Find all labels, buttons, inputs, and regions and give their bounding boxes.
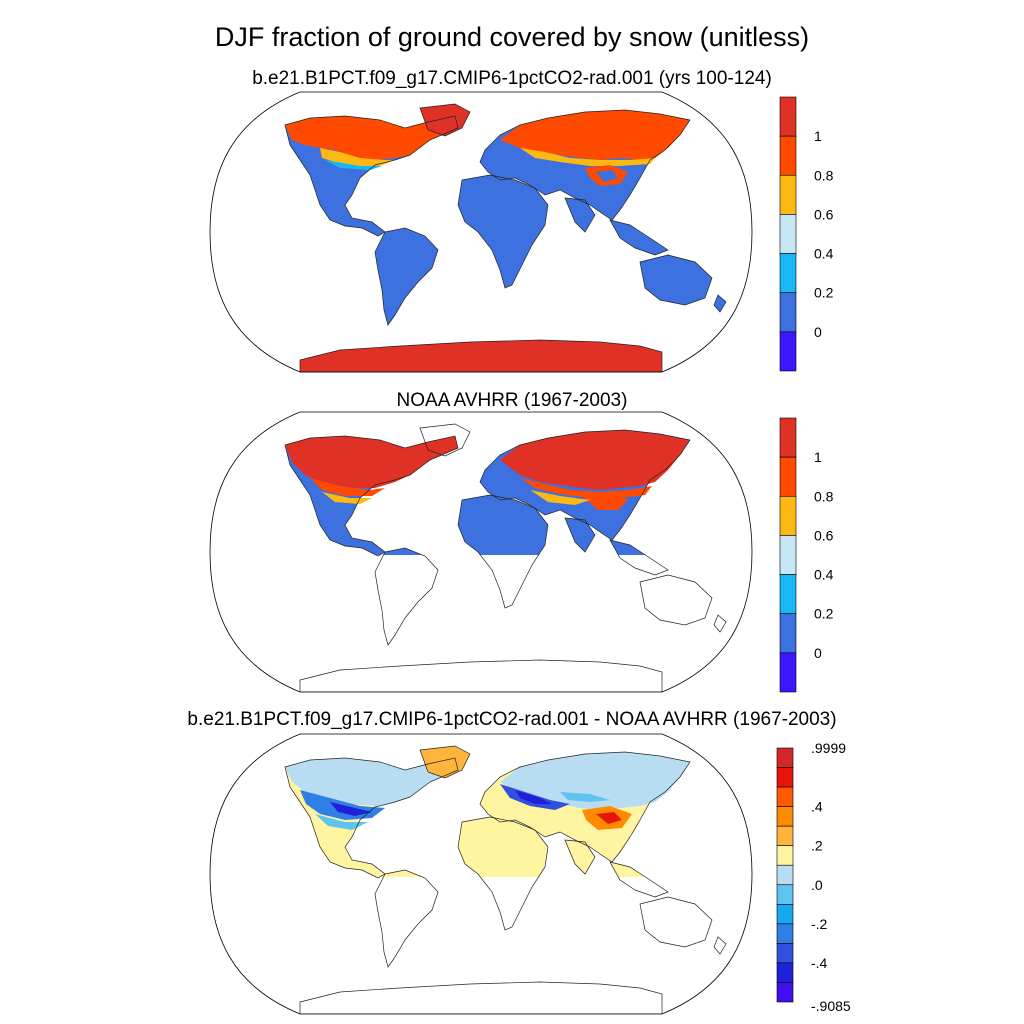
colorbar-label: .4 bbox=[811, 799, 823, 815]
colorbar-swatch bbox=[779, 652, 797, 693]
colorbar-swatch bbox=[779, 135, 797, 176]
colorbar-swatch bbox=[779, 174, 797, 215]
colorbar-swatch bbox=[776, 825, 794, 846]
colorbar-swatch bbox=[776, 786, 794, 807]
colorbar-label: 0.4 bbox=[814, 567, 834, 583]
colorbar-label: .9999 bbox=[811, 740, 846, 756]
tibet-snow bbox=[582, 492, 628, 510]
colorbar-swatch bbox=[779, 253, 797, 294]
eurasia-snow bbox=[500, 110, 690, 160]
colorbar-label: 0 bbox=[814, 645, 822, 661]
map-border-2 bbox=[209, 411, 753, 693]
colorbar-swatch bbox=[779, 331, 797, 372]
colorbar-swatch bbox=[776, 943, 794, 964]
colorbar-label: -.9085 bbox=[811, 998, 851, 1014]
eurasia-diff bbox=[500, 752, 690, 810]
colorbar-swatch bbox=[779, 96, 797, 137]
colorbar-swatch bbox=[776, 806, 794, 827]
colorbar-label: 0.2 bbox=[814, 606, 834, 622]
north-america-snow bbox=[285, 116, 458, 160]
colorbar-swatch bbox=[779, 214, 797, 254]
colorbar-panel-3: .9999 .4 .2 .0 -.2 -.4 -.9085 bbox=[776, 740, 851, 1014]
colorbar-swatch bbox=[779, 613, 797, 654]
north-america-snow-edge bbox=[320, 148, 395, 166]
colorbar-swatch bbox=[776, 982, 794, 1003]
main-title: DJF fraction of ground covered by snow (… bbox=[214, 22, 810, 52]
colorbar-swatch bbox=[776, 962, 794, 983]
north-america-snow bbox=[285, 436, 458, 488]
colorbar-swatch bbox=[779, 292, 797, 333]
colorbar-label: .2 bbox=[811, 838, 823, 854]
colorbar-label: 0.6 bbox=[814, 206, 834, 222]
colorbar-swatch bbox=[779, 535, 797, 575]
colorbar-swatch bbox=[776, 845, 794, 866]
colorbar-swatch bbox=[776, 864, 794, 886]
australia-region bbox=[640, 255, 712, 305]
colorbar-label: 1 bbox=[814, 128, 822, 144]
colorbar-swatch bbox=[779, 456, 797, 497]
north-america-snow-fringe bbox=[325, 160, 382, 170]
colorbar-label: 0 bbox=[814, 324, 822, 340]
map-panel-3 bbox=[209, 733, 753, 1015]
colorbar-swatch bbox=[776, 923, 794, 944]
new-zealand-region bbox=[714, 295, 726, 312]
colorbar-swatch bbox=[779, 574, 797, 615]
colorbar-label: 0.6 bbox=[814, 527, 834, 543]
colorbar-swatch bbox=[776, 904, 794, 925]
panel-1-title: b.e21.B1PCT.f09_g17.CMIP6-1pctCO2-rad.00… bbox=[252, 68, 772, 89]
map-border-3 bbox=[209, 733, 753, 1015]
colorbar-label: 0.8 bbox=[814, 488, 834, 504]
colorbar-label: -.4 bbox=[811, 955, 828, 971]
colorbar-label: .0 bbox=[811, 877, 823, 893]
colorbar-swatch bbox=[779, 495, 797, 536]
colorbar-swatch bbox=[776, 884, 794, 905]
colorbar-label: 0.2 bbox=[814, 285, 834, 301]
map-border-1 bbox=[209, 91, 753, 373]
africa-region bbox=[458, 495, 548, 555]
colorbar-panel-2: 1 0.8 0.6 0.4 0.2 0 bbox=[779, 417, 834, 693]
colorbar-label: 0.4 bbox=[814, 246, 834, 262]
colorbar-panel-1: 1 0.8 0.6 0.4 0.2 0 bbox=[779, 96, 834, 372]
eurasia-snow-edge bbox=[520, 148, 655, 166]
map-panel-1 bbox=[209, 91, 753, 373]
antarctica-region bbox=[300, 340, 662, 372]
colorbar-swatch bbox=[779, 417, 797, 458]
colorbar-label: -.2 bbox=[811, 916, 828, 932]
colorbar-label: 0.8 bbox=[814, 167, 834, 183]
panel-3-title: b.e21.B1PCT.f09_g17.CMIP6-1pctCO2-rad.00… bbox=[187, 709, 837, 730]
colorbar-swatch bbox=[776, 767, 794, 788]
colorbar-label: 1 bbox=[814, 449, 822, 465]
eurasia-snow bbox=[500, 430, 690, 490]
africa-region bbox=[458, 175, 548, 288]
africa-region bbox=[458, 817, 548, 877]
panel-2-title: NOAA AVHRR (1967-2003) bbox=[396, 390, 628, 411]
map-panel-2 bbox=[209, 411, 753, 693]
colorbar-swatch bbox=[776, 747, 794, 768]
